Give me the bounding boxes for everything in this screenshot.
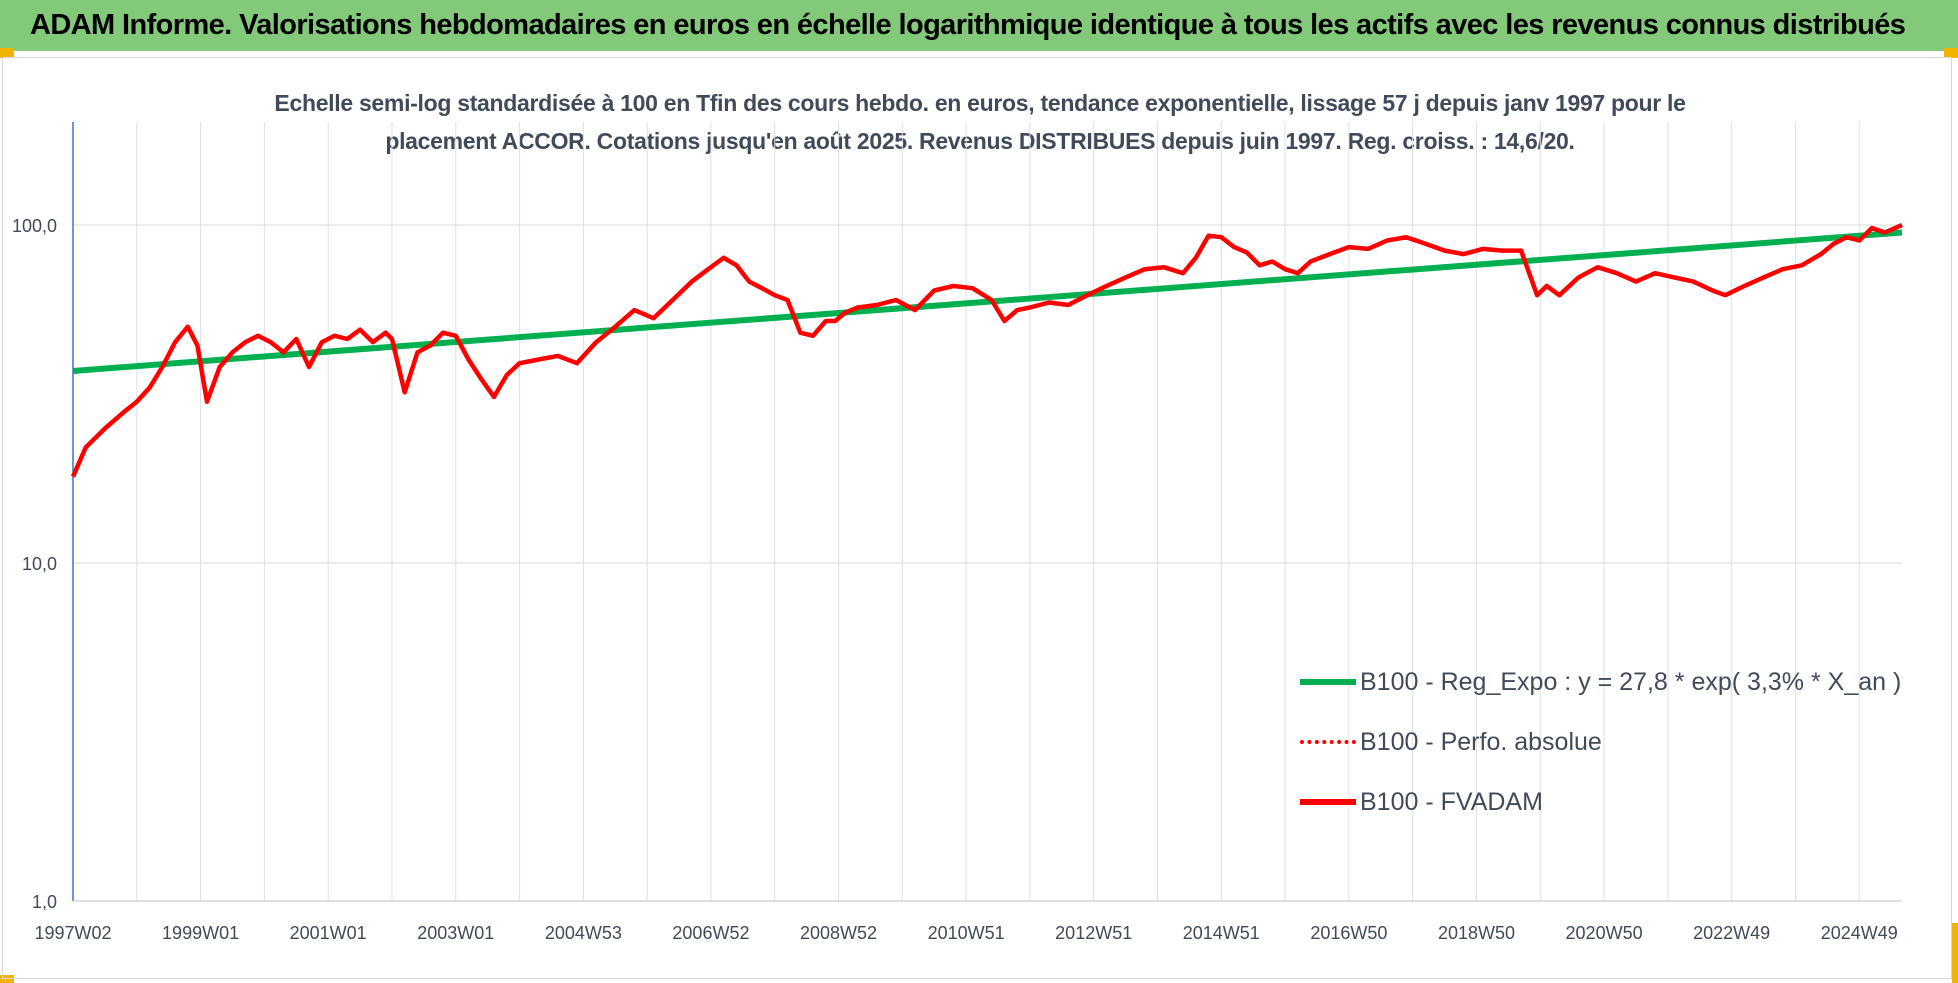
corner-marker-top-right xyxy=(1944,48,1958,58)
x-tick-label: 2010W51 xyxy=(928,923,1005,943)
corner-marker-bottom-left xyxy=(0,975,14,983)
x-tick-label: 2012W51 xyxy=(1055,923,1132,943)
x-tick-label: 2003W01 xyxy=(417,923,494,943)
x-tick-label: 2004W53 xyxy=(545,923,622,943)
x-tick-label: 2024W49 xyxy=(1821,923,1898,943)
corner-marker-top-left xyxy=(0,48,14,58)
chart-frame xyxy=(2,57,1952,979)
chart-title-line-1: Echelle semi-log standardisée à 100 en T… xyxy=(274,90,1686,116)
legend-item-reg-expo: B100 - Reg_Expo : y = 27,8 * exp( 3,3% *… xyxy=(1300,652,1901,712)
x-tick-label: 2006W52 xyxy=(672,923,749,943)
x-tick-label: 2014W51 xyxy=(1183,923,1260,943)
legend-item-perfo-absolue: B100 - Perfo. absolue xyxy=(1300,712,1901,772)
series-fvadam-line xyxy=(70,222,1903,478)
banner: ADAM Informe. Valorisations hebdomadaire… xyxy=(0,0,1958,51)
legend-label-perfo-absolue: B100 - Perfo. absolue xyxy=(1360,727,1602,756)
series-reg-expo-line xyxy=(72,229,1903,374)
x-tick-label: 1999W01 xyxy=(162,923,239,943)
legend-swatch-fvadam xyxy=(1300,799,1356,805)
x-tick-label: 2016W50 xyxy=(1310,923,1387,943)
x-tick-label: 2022W49 xyxy=(1693,923,1770,943)
legend-item-fvadam: B100 - FVADAM xyxy=(1300,772,1901,832)
y-tick-label: 1,0 xyxy=(32,892,57,912)
x-tick-label: 2008W52 xyxy=(800,923,877,943)
corner-marker-bottom-right xyxy=(1952,923,1958,983)
legend-label-fvadam: B100 - FVADAM xyxy=(1360,787,1543,816)
y-tick-label: 100,0 xyxy=(12,216,57,236)
x-tick-label: 1997W02 xyxy=(34,923,111,943)
legend-swatch-perfo-absolue xyxy=(1300,740,1356,744)
legend-swatch-reg-expo xyxy=(1300,679,1356,685)
x-tick-label: 2018W50 xyxy=(1438,923,1515,943)
legend-label-reg-expo: B100 - Reg_Expo : y = 27,8 * exp( 3,3% *… xyxy=(1360,667,1902,696)
x-tick-label: 2020W50 xyxy=(1566,923,1643,943)
y-tick-label: 10,0 xyxy=(22,554,57,574)
banner-title: ADAM Informe. Valorisations hebdomadaire… xyxy=(30,9,1906,41)
legend: B100 - Reg_Expo : y = 27,8 * exp( 3,3% *… xyxy=(1300,652,1901,832)
x-tick-label: 2001W01 xyxy=(290,923,367,943)
